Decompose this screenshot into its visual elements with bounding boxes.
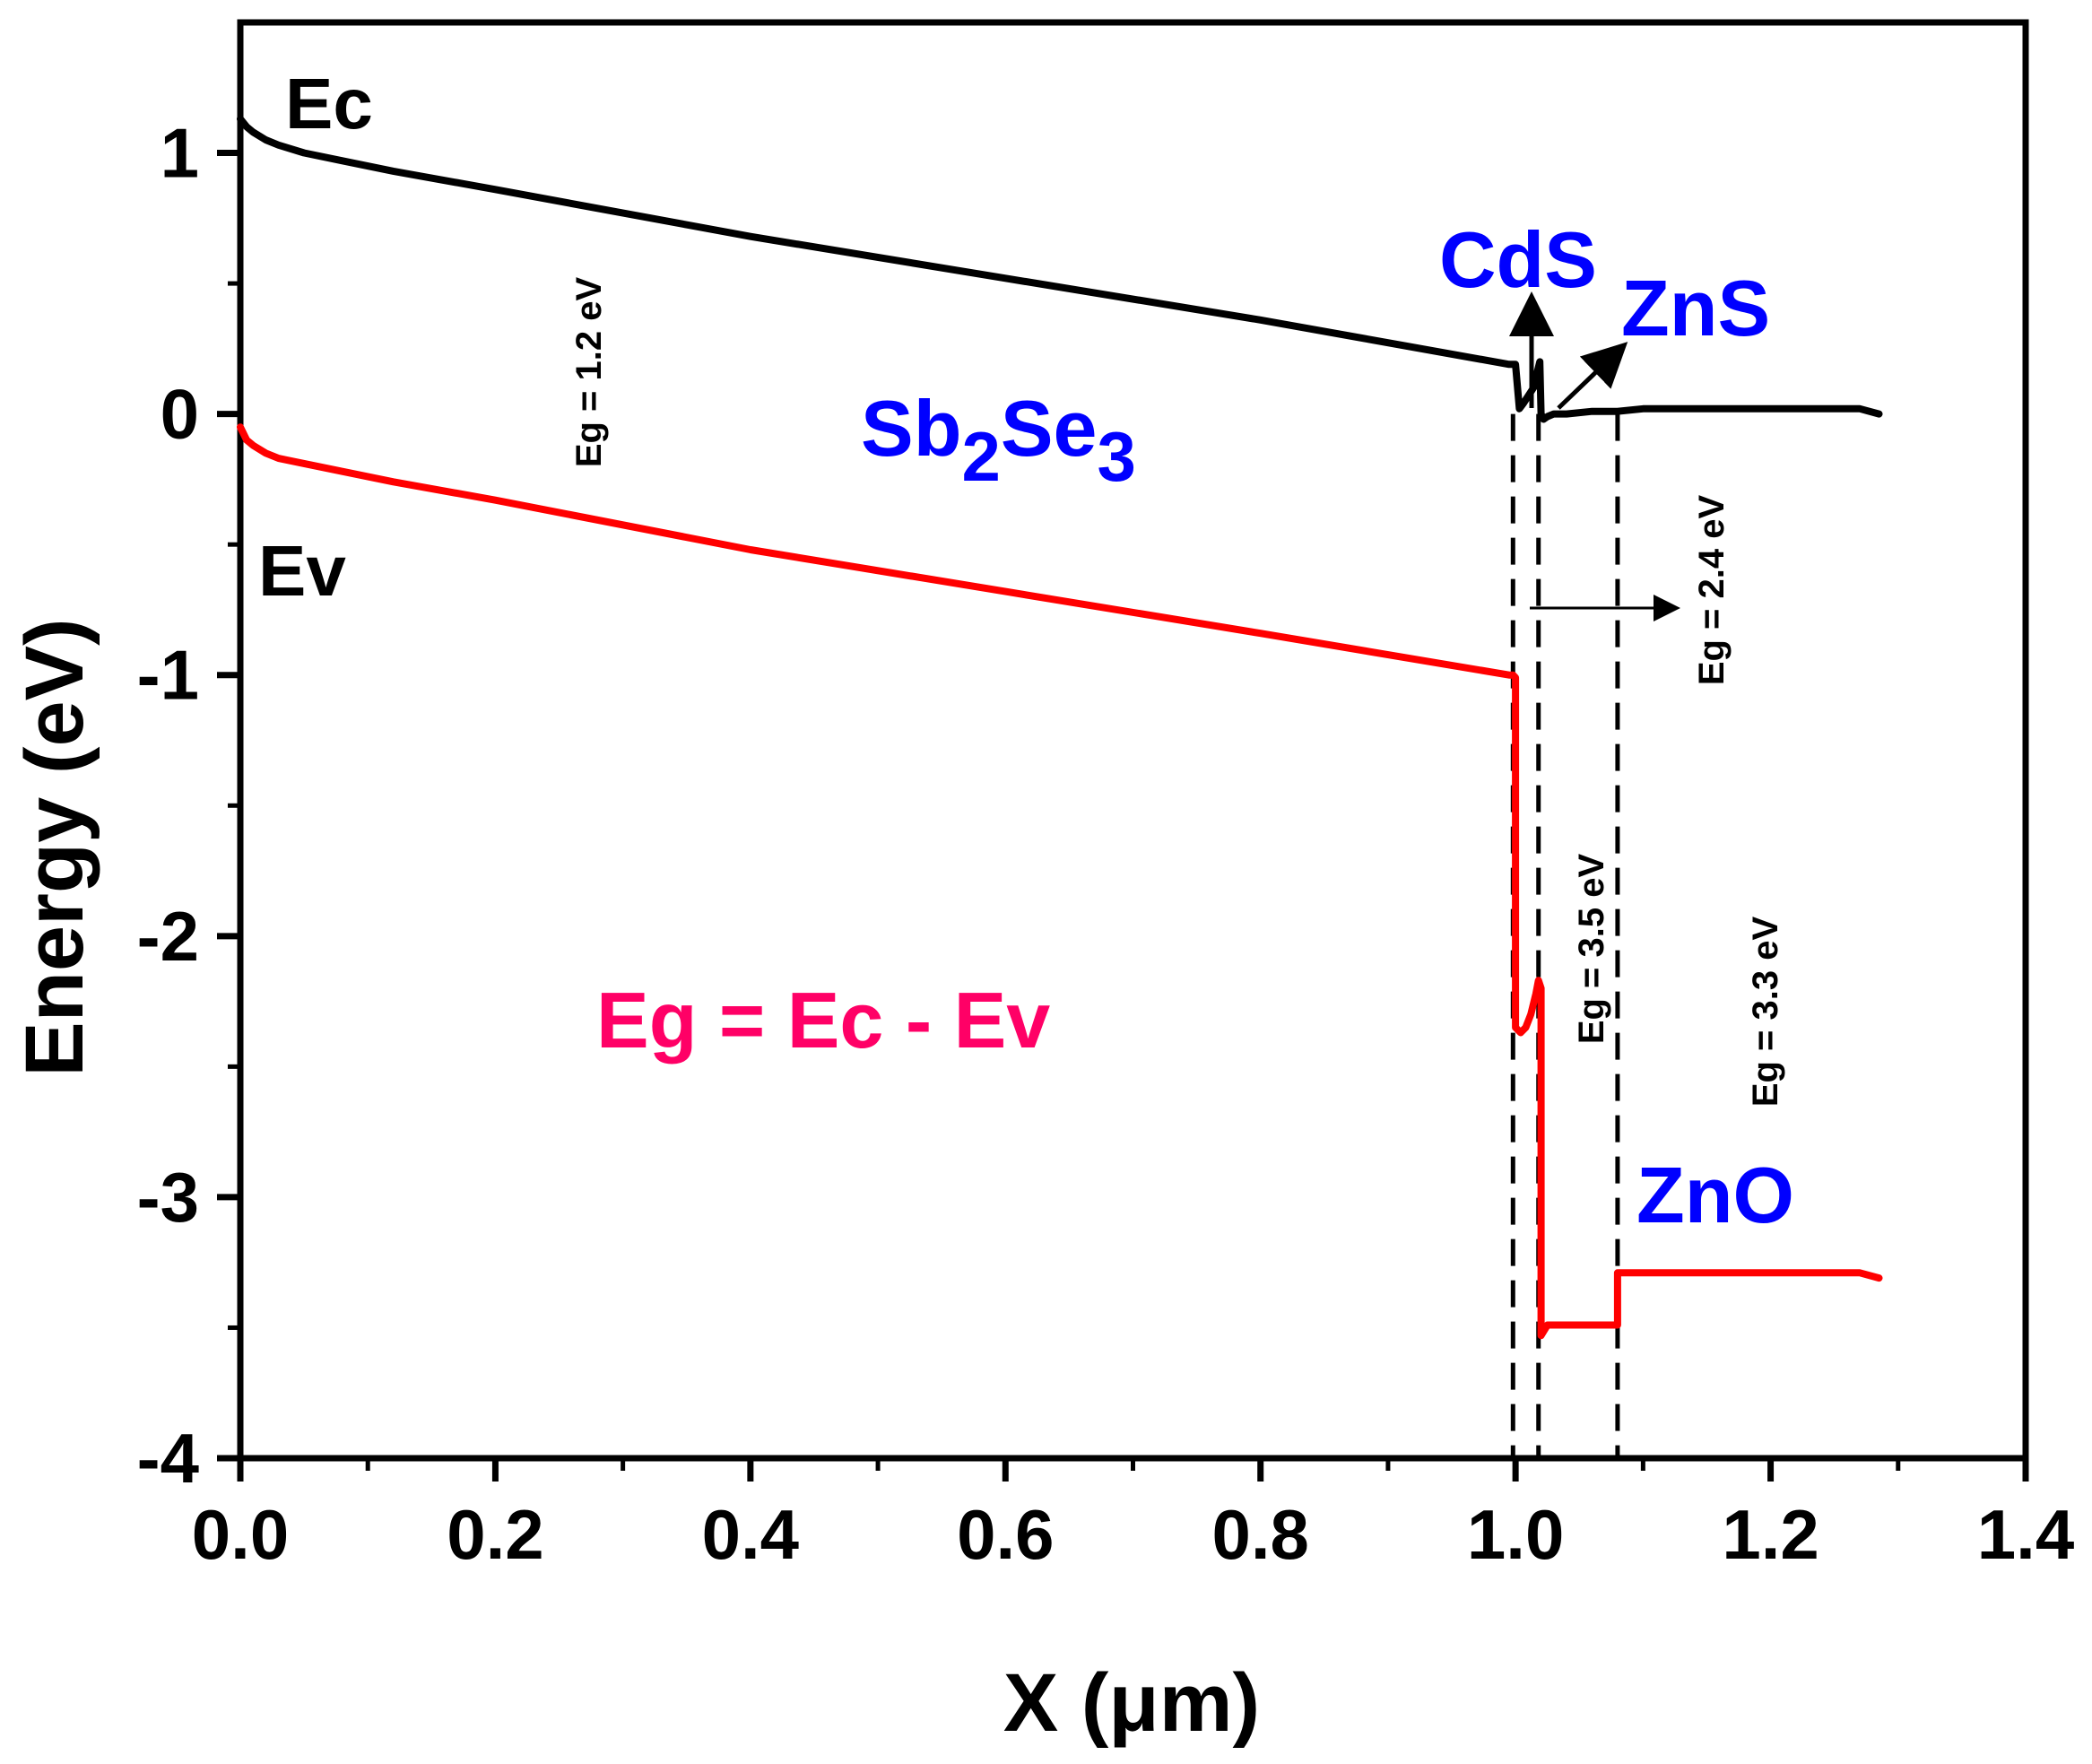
ev-label: Ev xyxy=(258,531,346,611)
plot-frame xyxy=(237,19,2029,1462)
eg-sb2se3-annotation: Eg = 1.2 eV xyxy=(569,277,609,468)
sb2se3-sb: Sb xyxy=(861,384,961,473)
series-ev-line xyxy=(237,423,1883,1340)
y-tick-label: -1 xyxy=(137,636,199,715)
axis-tick-labels: 0.0 0.2 0.4 0.6 0.8 1.0 1.2 1.4 -4 -3 -2 -1 0 1 xyxy=(137,114,2075,1574)
eg-cds-annotation: Eg = 2.4 eV xyxy=(1692,495,1732,686)
sb2se3-se: Se xyxy=(1001,384,1098,473)
axis-ticks xyxy=(217,150,2029,1482)
eg-zns-annotation: Eg = 3.5 eV xyxy=(1572,854,1611,1045)
x-tick-label: 1.2 xyxy=(1722,1495,1819,1574)
y-axis-label: Energy (eV) xyxy=(9,618,100,1076)
sb2se3-label: Sb2Se3 xyxy=(861,384,1136,496)
sb2se3-sub-3: 3 xyxy=(1097,417,1135,496)
x-tick-label: 0.8 xyxy=(1211,1495,1308,1574)
y-tick-label: 1 xyxy=(161,114,199,193)
sb2se3-sub-2: 2 xyxy=(961,417,1000,496)
zns-label: ZnS xyxy=(1621,264,1770,352)
eg-formula: Eg = Ec - Ev xyxy=(596,976,1050,1064)
eg-zno-annotation: Eg = 3.3 eV xyxy=(1746,917,1785,1108)
zno-label: ZnO xyxy=(1636,1151,1794,1239)
x-tick-label: 1.0 xyxy=(1467,1495,1564,1574)
y-tick-label: -2 xyxy=(137,897,199,976)
x-tick-label: 0.2 xyxy=(447,1495,543,1574)
x-tick-label: 0.6 xyxy=(957,1495,1054,1574)
x-axis-label: X (μm) xyxy=(1003,1657,1260,1749)
y-tick-label: -3 xyxy=(137,1158,199,1237)
series-ec-line xyxy=(237,115,1883,423)
cds-label: CdS xyxy=(1439,215,1597,304)
x-tick-label: 0.4 xyxy=(702,1495,799,1574)
x-tick-label: 1.4 xyxy=(1977,1495,2074,1574)
zns-arrow xyxy=(1557,342,1628,410)
x-tick-label: 0.0 xyxy=(192,1495,289,1574)
y-tick-label: 0 xyxy=(161,375,199,454)
y-tick-label: -4 xyxy=(137,1419,199,1498)
ec-label: Ec xyxy=(285,64,373,143)
band-series xyxy=(237,115,1883,1340)
